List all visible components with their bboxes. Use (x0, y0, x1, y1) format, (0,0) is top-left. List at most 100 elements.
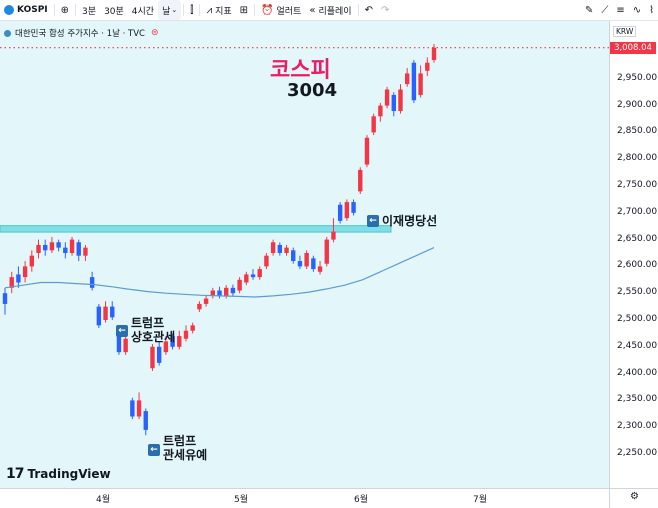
annotation-tariff: ← 트럼프 상호관세 (116, 316, 175, 344)
fib-icon: ≡ (616, 4, 625, 16)
chart-pane[interactable] (0, 21, 609, 488)
wave-icon: ∿ (632, 4, 642, 16)
draw-tool-4[interactable]: ∿ (629, 0, 645, 20)
time-tick-label: 7월 (473, 495, 488, 505)
candle-body (103, 306, 108, 320)
annotation-text: 트럼프 (163, 434, 197, 448)
candle-body (378, 105, 383, 117)
time-tick-label: 5월 (234, 495, 249, 505)
candle-body (170, 336, 175, 347)
templates-button[interactable]: ⊞ (236, 0, 252, 20)
symbol-label: KOSPI (17, 5, 48, 15)
tradingview-logo[interactable]: 17 TradingView (6, 466, 111, 482)
candle-body (16, 274, 21, 283)
candle-body (136, 400, 142, 417)
candle-body (69, 239, 75, 253)
price-tick-label: 2,750.00 (617, 180, 658, 190)
price-tick-label: 2,700.00 (617, 206, 658, 217)
candle-body (237, 279, 242, 291)
candle-body (317, 266, 323, 272)
alarm-clock-icon: ⏰ (261, 4, 274, 16)
candle-body (230, 287, 236, 294)
chevron-down-icon: ⌄ (171, 6, 178, 14)
redo-icon: ↷ (380, 4, 390, 16)
annotation-lines: 트럼프 관세유예 (163, 434, 207, 462)
axis-settings-button[interactable]: ⚙ (609, 488, 658, 508)
redo-button[interactable]: ↷ (377, 0, 393, 20)
candle-body (425, 62, 430, 71)
candle-body (143, 411, 148, 430)
candle-body (36, 244, 41, 253)
brush-icon: ⌇ (649, 4, 654, 16)
interval-day[interactable]: 날 ⌄ (158, 0, 182, 20)
interval-label: 30분 (104, 6, 124, 17)
draw-tool-3[interactable]: ≡ (612, 0, 628, 20)
candle-body (49, 242, 55, 251)
price-tick-label: 2,300.00 (617, 421, 658, 432)
candle-body (324, 239, 329, 264)
annotation-pause: ← 트럼프 관세유예 (148, 434, 207, 462)
candle-body (150, 346, 155, 369)
annotation-text: 트럼프 (131, 316, 165, 330)
candle-body (344, 202, 350, 219)
toolbar-divider (254, 4, 256, 16)
price-axis[interactable] (609, 21, 658, 488)
moving-average-line (4, 247, 435, 298)
candlestick-chart[interactable] (0, 21, 609, 488)
indicators-button[interactable]: ⩘ 지표 (202, 0, 235, 20)
symbol-search[interactable]: KOSPI (0, 0, 52, 20)
undo-button[interactable]: ↶ (361, 0, 377, 20)
candle-body (29, 255, 35, 267)
candle-body (197, 303, 202, 310)
candle-body (130, 400, 135, 417)
candle-body (183, 330, 189, 339)
candle-body (270, 242, 276, 253)
candle-body (398, 89, 403, 111)
candle-body (250, 274, 256, 278)
interval-label: 4시간 (131, 6, 155, 17)
draw-tool-1[interactable]: ✎ (581, 0, 597, 20)
annotation-text: 상호관세 (131, 330, 176, 344)
series-legend: 대한민국 합성 주가지수 · 1날 · TVC ⊜ (4, 27, 159, 39)
arrow-left-icon: ← (116, 325, 128, 337)
interval-3m[interactable]: 3분 (78, 0, 100, 20)
price-tick-label: 2,900.00 (617, 99, 658, 110)
time-tick-label: 6월 (354, 495, 369, 505)
toolbar-divider (357, 4, 359, 16)
candle-body (264, 255, 269, 267)
interval-label: 3분 (82, 6, 97, 17)
interval-30m[interactable]: 30분 (100, 0, 128, 20)
price-tick-label: 2,600.00 (617, 260, 658, 271)
candle-body (244, 274, 249, 283)
candle-body (404, 73, 410, 85)
candle-body (304, 253, 309, 267)
price-tick-label: 2,850.00 (617, 126, 658, 137)
draw-tool-2[interactable]: ⟋ (597, 0, 612, 20)
draw-tool-5[interactable]: ⌇ (645, 0, 658, 20)
candle-body (351, 202, 356, 213)
candle-body (257, 269, 262, 278)
drawing-tools: ✎ ⟋ ≡ ∿ ⌇ (580, 0, 658, 20)
replay-button[interactable]: « 리플레이 (305, 0, 355, 20)
candle-body (418, 73, 423, 95)
candle-body (411, 62, 417, 101)
compare-button[interactable]: ⊕ (57, 0, 73, 20)
annotation-election: ← 이재명당선 (367, 214, 437, 228)
time-axis[interactable] (0, 488, 609, 508)
candle-body (56, 242, 61, 248)
candle-body (163, 341, 169, 353)
candle-body (116, 330, 122, 353)
chart-type-button[interactable]: ⫿ (186, 0, 197, 20)
indicators-label: 지표 (215, 6, 232, 17)
price-tick-label: 2,350.00 (617, 394, 658, 405)
annotation-text: 관세유예 (163, 448, 208, 462)
candle-body (89, 277, 95, 288)
candle-body (284, 247, 289, 253)
interval-4h[interactable]: 4시간 (128, 0, 158, 20)
alert-button[interactable]: ⏰ 얼러트 (257, 0, 305, 20)
price-tick-label: 2,550.00 (617, 287, 658, 298)
plus-circle-icon: ⊕ (60, 4, 70, 16)
annotation-text: 이재명당선 (382, 214, 438, 228)
currency-label[interactable]: KRW (613, 26, 637, 37)
trend-line-icon: ⟋ (601, 4, 609, 16)
